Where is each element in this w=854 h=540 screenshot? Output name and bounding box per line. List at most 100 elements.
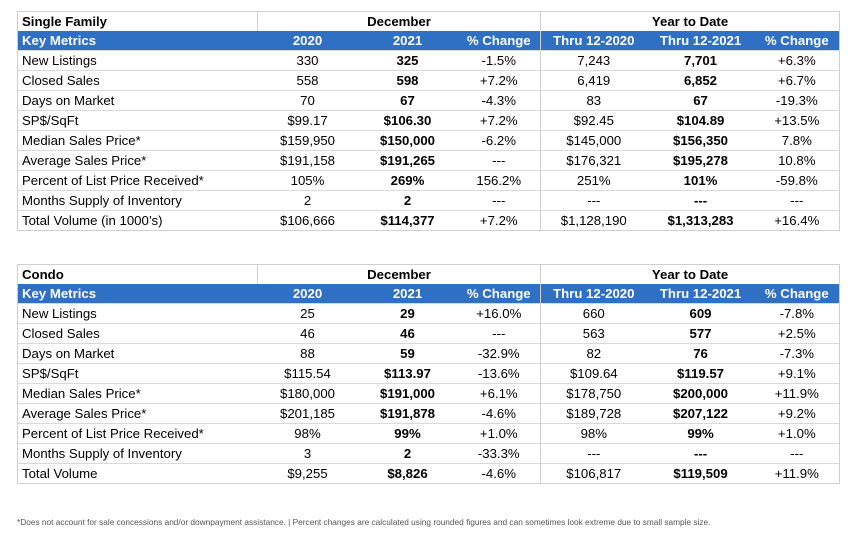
column-header: 2021 xyxy=(357,284,458,304)
metric-value: $195,278 xyxy=(646,150,755,171)
metric-value: 609 xyxy=(646,303,755,324)
metric-value: +1.0% xyxy=(754,423,841,444)
metric-value: $176,321 xyxy=(540,150,647,171)
metric-value: 88 xyxy=(257,343,358,364)
single-family-table: Single Family December Year to Date Key Met… xyxy=(17,11,841,231)
metric-value: --- xyxy=(457,323,541,344)
metric-value: 29 xyxy=(357,303,458,324)
metric-value: 3 xyxy=(257,443,358,464)
metric-value: 83 xyxy=(540,90,647,111)
metric-value: $191,158 xyxy=(257,150,358,171)
metric-value: -4.6% xyxy=(457,403,541,424)
table-row: SP$/SqFt $115.54 $113.97 -13.6% $109.64 $119.… xyxy=(17,363,841,384)
metric-value: $8,826 xyxy=(357,463,458,484)
metric-value: $113.97 xyxy=(357,363,458,384)
metric-name: SP$/SqFt xyxy=(17,363,258,384)
metric-value: 76 xyxy=(646,343,755,364)
metric-name: Total Volume xyxy=(17,463,258,484)
metric-value: +6.7% xyxy=(754,70,841,91)
metric-value: 67 xyxy=(357,90,458,111)
metric-value: $156,350 xyxy=(646,130,755,151)
section-title: Condo xyxy=(17,264,258,284)
column-header: 2020 xyxy=(257,284,358,304)
table-row: Months Supply of Inventory 3 2 -33.3% --- ---… xyxy=(17,443,841,464)
metric-value: 2 xyxy=(357,190,458,211)
metric-value: $109.64 xyxy=(540,363,647,384)
metric-name: SP$/SqFt xyxy=(17,110,258,131)
column-header: % Change xyxy=(457,284,541,304)
metric-value: $189,728 xyxy=(540,403,647,424)
metric-value: 99% xyxy=(646,423,755,444)
metric-value: $207,122 xyxy=(646,403,755,424)
table-row: Days on Market 70 67 -4.3% 83 67 -19.3% xyxy=(17,90,841,111)
metric-value: 558 xyxy=(257,70,358,91)
single-family-body: Single Family December Year to Date Key Met… xyxy=(17,11,841,231)
metric-value: 598 xyxy=(357,70,458,91)
metric-value: 10.8% xyxy=(754,150,841,171)
column-header: Thru 12-2021 xyxy=(646,284,755,304)
metric-name: Days on Market xyxy=(17,343,258,364)
metric-value: $106.30 xyxy=(357,110,458,131)
metric-value: $1,128,190 xyxy=(540,210,647,231)
metric-value: +6.1% xyxy=(457,383,541,404)
metric-value: -6.2% xyxy=(457,130,541,151)
metric-value: $92.45 xyxy=(540,110,647,131)
metric-value: 7,701 xyxy=(646,50,755,71)
table-title-row: Condo December Year to Date xyxy=(17,264,841,284)
metric-value: $115.54 xyxy=(257,363,358,384)
metric-value: --- xyxy=(457,190,541,211)
metric-name: Total Volume (in 1000’s) xyxy=(17,210,258,231)
table-row: Days on Market 88 59 -32.9% 82 76 -7.3% xyxy=(17,343,841,364)
metric-value: 46 xyxy=(257,323,358,344)
metric-value: +1.0% xyxy=(457,423,541,444)
metric-value: -7.8% xyxy=(754,303,841,324)
metric-value: +6.3% xyxy=(754,50,841,71)
metric-value: $145,000 xyxy=(540,130,647,151)
metric-value: +7.2% xyxy=(457,110,541,131)
column-header-row: Key Metrics 2020 2021% Change Thru 12-2020 T… xyxy=(17,284,841,304)
metric-value: 660 xyxy=(540,303,647,324)
group-header-ytd: Year to Date xyxy=(540,11,841,31)
metric-value: 2 xyxy=(257,190,358,211)
metric-name: New Listings xyxy=(17,303,258,324)
metric-value: +11.9% xyxy=(754,383,841,404)
metric-name: Average Sales Price* xyxy=(17,403,258,424)
metric-value: 7.8% xyxy=(754,130,841,151)
metric-value: 101% xyxy=(646,170,755,191)
metric-value: 70 xyxy=(257,90,358,111)
metric-value: 269% xyxy=(357,170,458,191)
group-header-ytd: Year to Date xyxy=(540,264,841,284)
metric-value: -19.3% xyxy=(754,90,841,111)
metric-value: --- xyxy=(540,443,647,464)
metric-value: 98% xyxy=(257,423,358,444)
metric-value: +7.2% xyxy=(457,210,541,231)
metric-value: 2 xyxy=(357,443,458,464)
metric-value: 99% xyxy=(357,423,458,444)
metric-value: -1.5% xyxy=(457,50,541,71)
metric-value: +13.5% xyxy=(754,110,841,131)
metric-value: --- xyxy=(646,443,755,464)
condo-body: Condo December Year to Date Key Metrics 2020… xyxy=(17,264,841,484)
metric-value: $119,509 xyxy=(646,463,755,484)
footnote: *Does not account for sale concessions a… xyxy=(17,517,711,527)
metric-value: $191,878 xyxy=(357,403,458,424)
metric-name: Months Supply of Inventory xyxy=(17,190,258,211)
column-header: 2021 xyxy=(357,31,458,51)
metric-value: --- xyxy=(457,150,541,171)
table-row: Percent of List Price Received* 98% 99% +1.… xyxy=(17,423,841,444)
column-header: % Change xyxy=(754,284,841,304)
column-header: Key Metrics xyxy=(17,284,258,304)
metric-name: Percent of List Price Received* xyxy=(17,423,258,444)
column-header: % Change xyxy=(754,31,841,51)
metric-value: $1,313,283 xyxy=(646,210,755,231)
table-row: Median Sales Price* $159,950 $150,000 -6.2%… xyxy=(17,130,841,151)
metric-value: 59 xyxy=(357,343,458,364)
metric-value: $119.57 xyxy=(646,363,755,384)
metric-name: Months Supply of Inventory xyxy=(17,443,258,464)
metric-value: $99.17 xyxy=(257,110,358,131)
metric-value: +9.2% xyxy=(754,403,841,424)
metric-value: -4.6% xyxy=(457,463,541,484)
metric-value: 67 xyxy=(646,90,755,111)
table-row: Percent of List Price Received* 105% 269% 1… xyxy=(17,170,841,191)
metric-value: 6,419 xyxy=(540,70,647,91)
